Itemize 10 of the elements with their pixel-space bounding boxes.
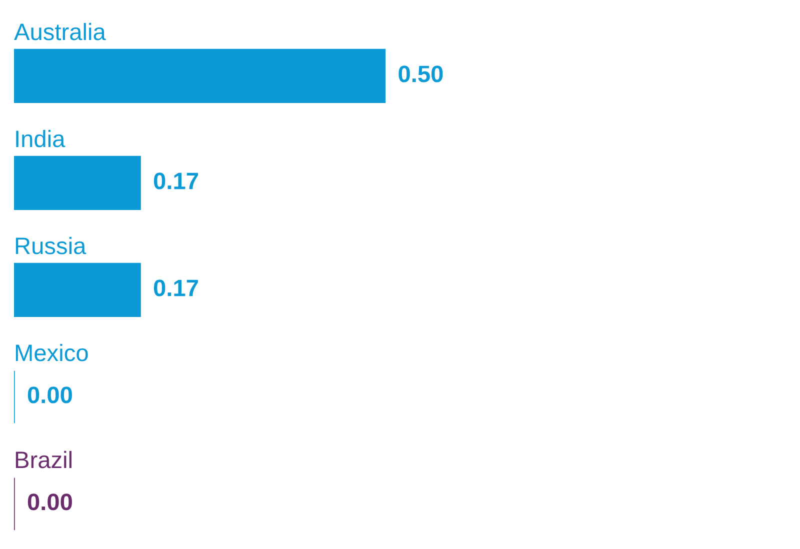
data-label: 0.00 <box>28 386 72 404</box>
data-label: 0.50 <box>398 66 443 82</box>
y-tick-label: India <box>16 130 66 148</box>
data-label: 0.17 <box>154 172 198 190</box>
y-tick-label: Brazil <box>16 450 72 468</box>
y-tick-label: Mexico <box>16 344 88 362</box>
y-tick-label: Russia <box>16 236 86 254</box>
data-label: 0.00 <box>28 494 72 510</box>
data-label: 0.17 <box>154 280 198 296</box>
y-tick-label: Australia <box>14 22 106 40</box>
